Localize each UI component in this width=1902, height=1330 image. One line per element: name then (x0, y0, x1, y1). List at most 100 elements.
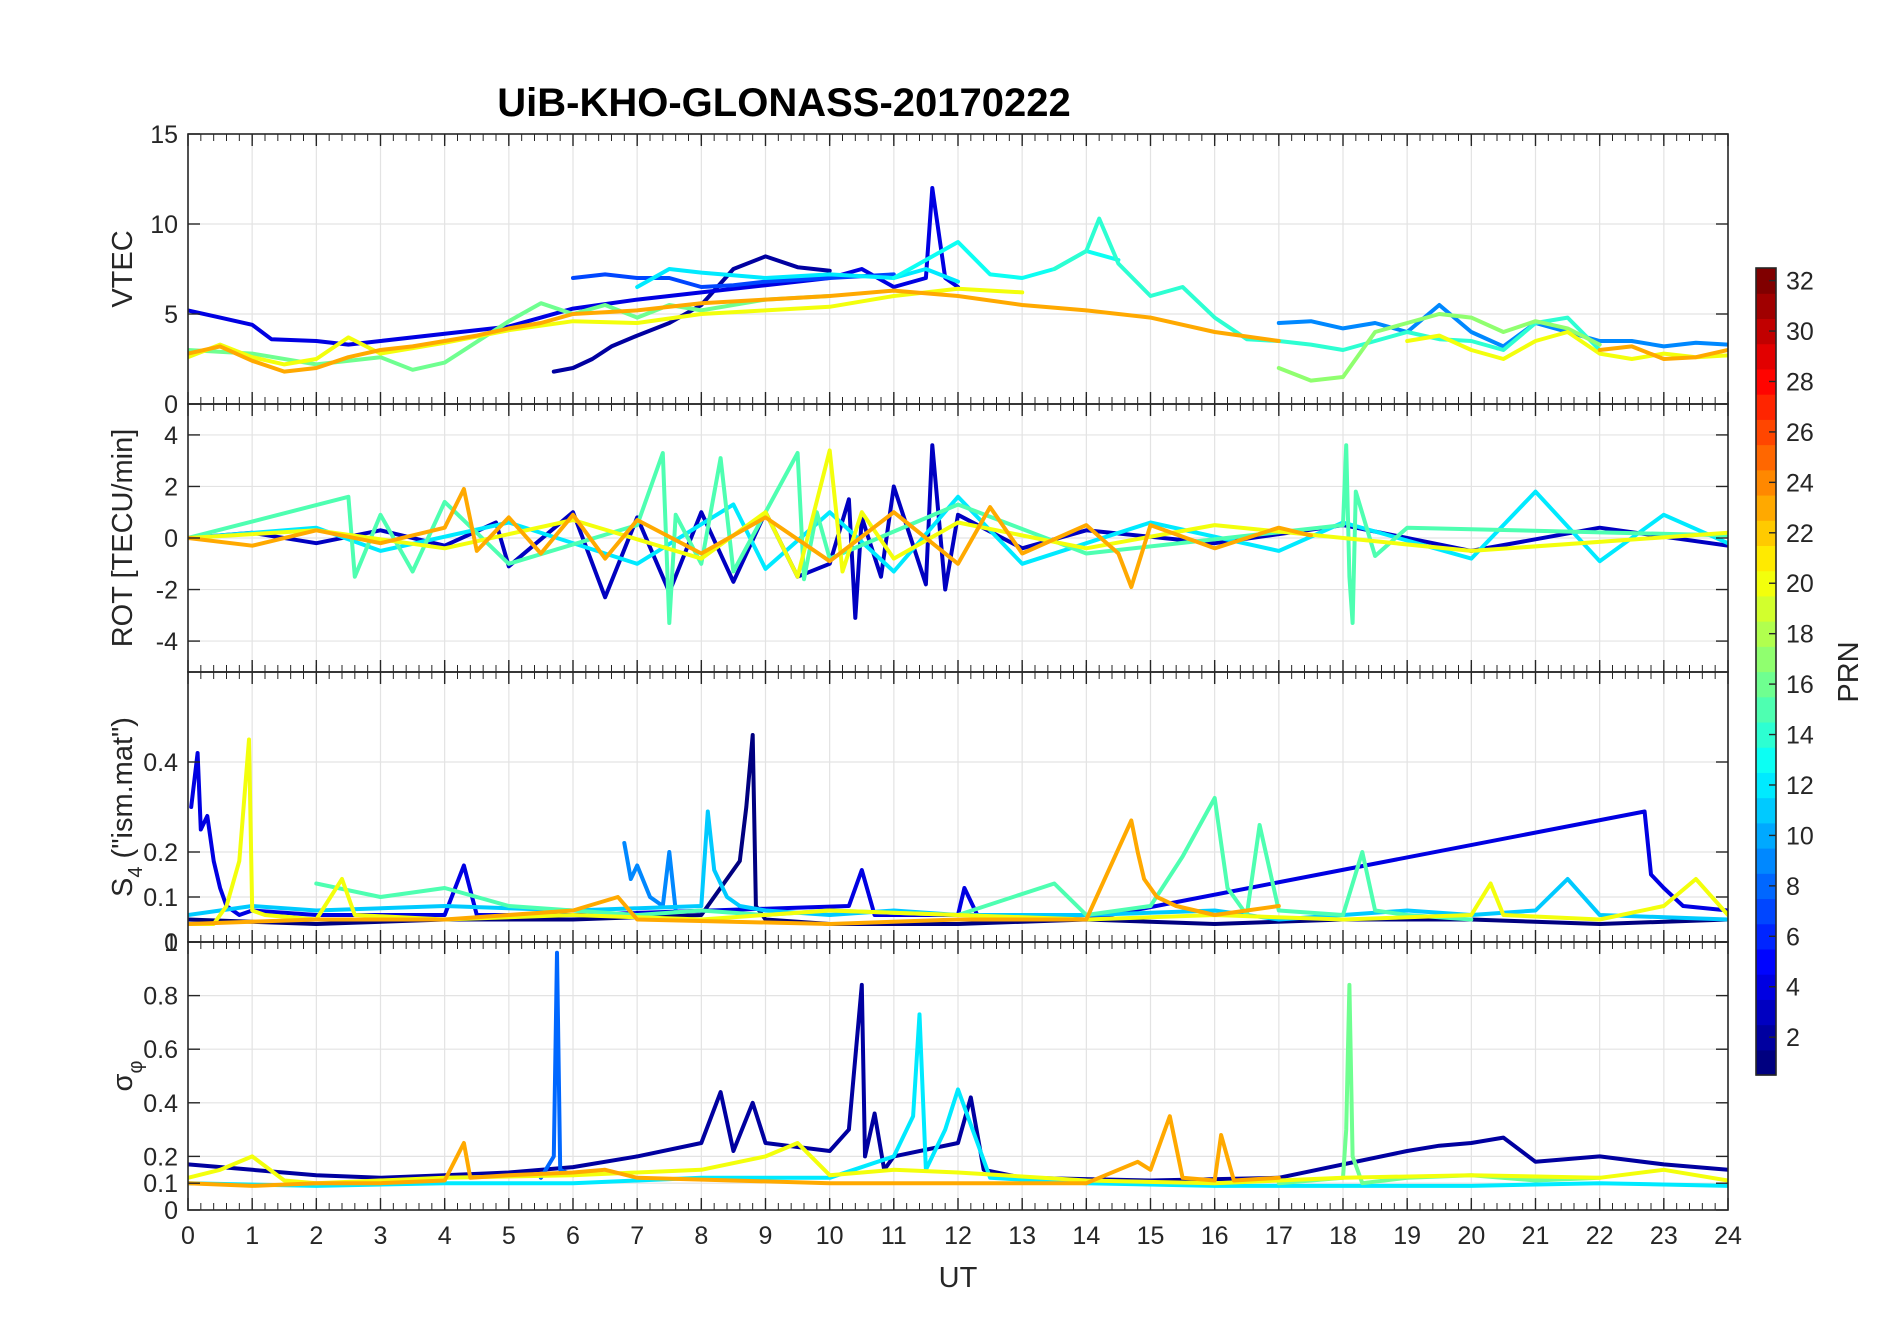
colorbar-segment (1756, 419, 1776, 446)
y-tick-label: 0.2 (143, 839, 178, 867)
colorbar-tick-label: 20 (1786, 570, 1814, 598)
panel-sigma-series (188, 950, 1728, 1188)
colorbar-segment (1756, 520, 1776, 547)
y-tick-label: 0.1 (143, 884, 178, 912)
x-tick-label: 3 (374, 1222, 388, 1250)
series-sigma-prn-20-4 (188, 1141, 1728, 1186)
y-axis-label-vtec: VTEC (107, 230, 139, 307)
x-tick-label: 22 (1586, 1222, 1614, 1250)
series-vtec-prn-20-10 (1405, 330, 1728, 361)
colorbar-segment (1756, 1049, 1776, 1076)
panel-vtec: 0 5 10 15 VTEC (107, 121, 1729, 419)
x-tick-label: 19 (1393, 1222, 1421, 1250)
colorbar-tick-label: 14 (1786, 722, 1814, 750)
y-tick-label: 1 (164, 929, 178, 957)
y-tick-label: 15 (150, 121, 178, 149)
colorbar-segment (1756, 595, 1776, 622)
colorbar-segment (1756, 494, 1776, 521)
series-vtec-prn-2-0 (551, 254, 832, 374)
colorbar-segment (1756, 873, 1776, 900)
panel-rot-major-ticks (187, 404, 1729, 672)
colorbar-segment (1756, 898, 1776, 925)
colorbar-tick-label: 26 (1786, 419, 1814, 447)
y-tick-label: 0 (164, 391, 178, 419)
y-tick-label: 0.4 (143, 1090, 178, 1118)
panel-s4: 0 0.1 0.2 0.4S4 ("ism.mat") (107, 671, 1729, 957)
y-tick-label: 0 (164, 929, 178, 957)
series-sigma-prn-2-0 (188, 982, 1728, 1183)
colorbar-tick-label: 18 (1786, 621, 1814, 649)
series-vtec-prn-23-11 (188, 288, 1281, 374)
panel-rot: -4 -2 0 2 4 ROT [TECU/min] (107, 403, 1729, 673)
colorbar-frame (1755, 267, 1777, 1076)
colorbar-segment (1756, 343, 1776, 370)
colorbar-segment (1756, 822, 1776, 849)
x-tick-label: 17 (1265, 1222, 1293, 1250)
colorbar-segment (1756, 293, 1776, 320)
colorbar-tick-label: 16 (1786, 671, 1814, 699)
colorbar-segment (1756, 318, 1776, 345)
colorbar-tick-label: 10 (1786, 822, 1814, 850)
x-tick-label: 23 (1650, 1222, 1678, 1250)
y-tick-label: 2 (164, 473, 178, 501)
colorbar-segment (1756, 570, 1776, 597)
x-tick-label: 15 (1137, 1222, 1165, 1250)
x-axis: 0 1 2 3 4 5 6 7 8 9 10 11 12 13 14 15 16 17 18 19 20 21 22 23 24 (181, 1222, 1742, 1250)
colorbar-tick-label: 2 (1786, 1024, 1800, 1052)
x-tick-label: 9 (759, 1222, 773, 1250)
series-vtec-prn-14-6 (1052, 216, 1602, 352)
y-tick-label: 10 (150, 211, 178, 239)
x-tick-label: 16 (1201, 1222, 1229, 1250)
colorbar-tick-label: 30 (1786, 318, 1814, 346)
x-tick-label: 18 (1329, 1222, 1357, 1250)
x-tick-label: 6 (566, 1222, 580, 1250)
panel-s4-minor-ticks (187, 672, 1729, 942)
colorbar-segment (1756, 545, 1776, 572)
colorbar-segment (1756, 394, 1776, 420)
series-vtec-prn-17-8 (1276, 312, 1602, 383)
colorbar-segment (1756, 1024, 1776, 1051)
panel-s4-series (188, 733, 1728, 926)
x-tick-label: 12 (944, 1222, 972, 1250)
y-tick-label: -4 (156, 628, 178, 656)
panel-sigma-major-ticks (187, 942, 1729, 1210)
colorbar-tick-label: 6 (1786, 923, 1800, 951)
y-axis-label-rot: ROT [TECU/min] (107, 429, 139, 648)
colorbar-tick-label: 4 (1786, 974, 1800, 1002)
y-tick-label: 0.4 (143, 749, 178, 777)
x-tick-label: 21 (1522, 1222, 1550, 1250)
x-axis-label: UT (939, 1262, 978, 1294)
series-vtec-prn-12-4 (635, 267, 960, 289)
panel-rot-grid (188, 404, 1728, 672)
colorbar-segment (1756, 948, 1776, 975)
x-tick-label: 10 (816, 1222, 844, 1250)
colorbar-tick-label: 22 (1786, 520, 1814, 548)
x-tick-label: 5 (502, 1222, 516, 1250)
colorbar-tick-label: 8 (1786, 873, 1800, 901)
chart-title: UiB-KHO-GLONASS-20170222 (497, 81, 1071, 125)
series-vtec-prn-7-2 (571, 272, 896, 289)
x-tick-label: 8 (694, 1222, 708, 1250)
colorbar-segment (1756, 721, 1776, 748)
colorbar-label: PRN (1833, 641, 1865, 702)
series-vtec-prn-9-3 (1276, 303, 1728, 349)
y-tick-label: 0.2 (143, 1143, 178, 1171)
series-rot-prn-23-4 (188, 487, 1313, 589)
panel-vtec-major-ticks (187, 134, 1729, 404)
y-tick-label: -2 (156, 577, 178, 605)
series-sigma-prn-23-5 (188, 1114, 1281, 1188)
x-tick-label: 1 (245, 1222, 259, 1250)
y-tick-label: 0.8 (143, 983, 178, 1011)
colorbar-segment (1756, 974, 1776, 1000)
colorbar-segment (1756, 469, 1776, 496)
x-tick-label: 2 (309, 1222, 323, 1250)
x-tick-label: 4 (438, 1222, 452, 1250)
colorbar-tick-label: 12 (1786, 772, 1814, 800)
y-axis-label-sigma: σφ (107, 1061, 147, 1092)
y-tick-label: 4 (164, 422, 178, 450)
colorbar-segment (1756, 772, 1776, 799)
y-axis-label-s4: S4 ("ism.mat") (107, 717, 147, 897)
